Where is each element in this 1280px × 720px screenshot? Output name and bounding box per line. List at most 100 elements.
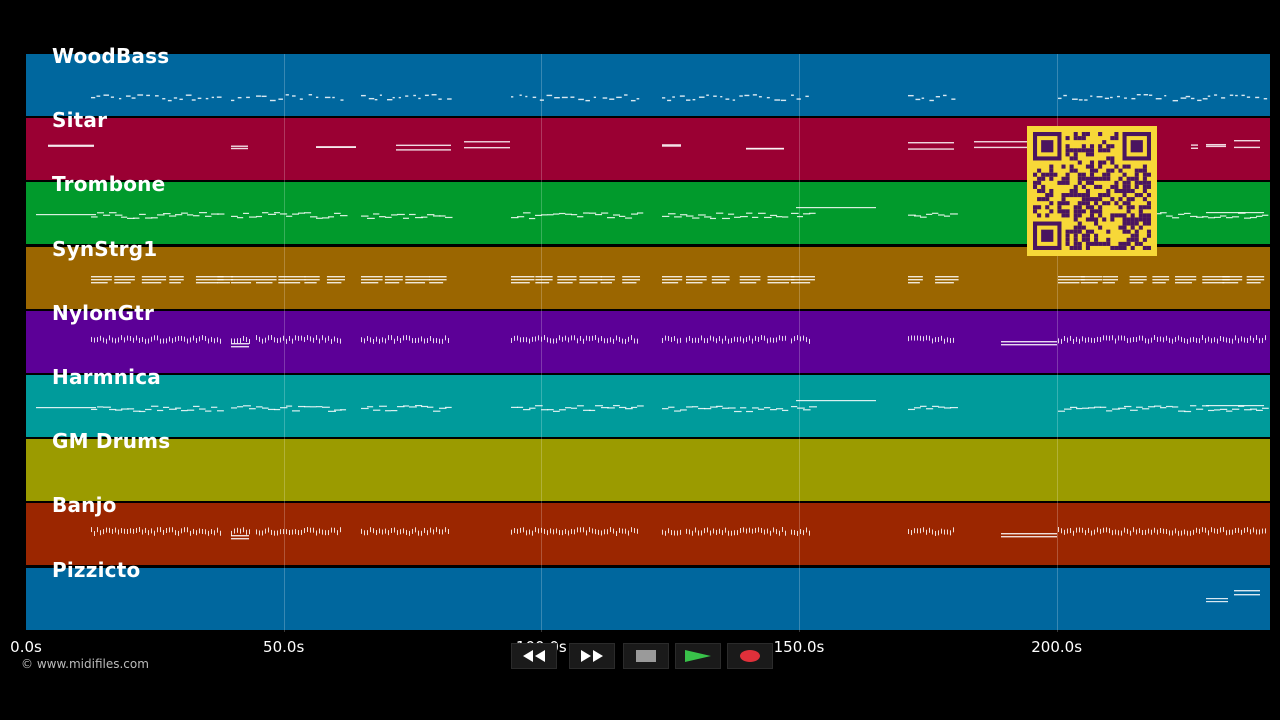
midi-note [328, 530, 329, 536]
midi-note [764, 407, 771, 409]
midi-note [289, 335, 290, 341]
midi-note [803, 213, 811, 215]
track-label: Banjo [52, 493, 117, 518]
midi-note [920, 216, 927, 219]
midi-note [237, 338, 238, 344]
midi-note [622, 278, 641, 280]
midi-note [803, 530, 804, 536]
record-button[interactable] [727, 643, 773, 669]
fast-forward-button[interactable] [569, 643, 615, 669]
midi-note [803, 409, 811, 411]
midi-note [322, 334, 323, 340]
midi-note [686, 281, 703, 283]
midi-note [797, 407, 805, 409]
midi-note [1196, 337, 1197, 343]
midi-note [151, 528, 152, 534]
midi-note [607, 529, 608, 535]
midi-note [388, 334, 389, 340]
midi-note [48, 145, 94, 148]
midi-note [231, 345, 249, 348]
midi-note [672, 96, 675, 98]
track-lane-pizzicto[interactable]: Pizzicto [26, 558, 1270, 630]
midi-note [529, 529, 530, 535]
midi-note [547, 214, 554, 216]
midi-note [91, 96, 96, 99]
midi-note [141, 275, 167, 277]
midi-note [205, 410, 212, 412]
midi-note [767, 275, 795, 277]
midi-note [313, 337, 314, 343]
midi-note [217, 213, 225, 216]
play-button[interactable] [675, 643, 721, 669]
midi-note [1157, 530, 1158, 536]
midi-note [671, 336, 672, 342]
midi-note [316, 146, 356, 149]
midi-note [178, 531, 179, 537]
midi-note [526, 336, 527, 342]
midi-note [631, 406, 638, 409]
midi-note [520, 528, 521, 534]
midi-note [169, 281, 181, 283]
midi-note [578, 98, 584, 101]
midi-note [1063, 94, 1067, 97]
midi-note [1157, 336, 1158, 342]
midi-note [304, 278, 320, 280]
midi-note [109, 335, 110, 341]
midi-note [364, 338, 365, 344]
midi-note [758, 96, 762, 98]
stop-button[interactable] [623, 643, 669, 669]
midi-note [361, 94, 366, 97]
track-notes [91, 527, 1266, 540]
midi-note [187, 527, 188, 533]
midi-note [791, 275, 815, 277]
midi-note [935, 96, 940, 98]
midi-note [794, 335, 795, 341]
midi-note [409, 214, 416, 216]
midi-note [121, 334, 122, 340]
track-lane-harmnica[interactable]: Harmnica [26, 365, 1270, 437]
track-lane-nylongtr[interactable]: NylonGtr [26, 301, 1270, 373]
midi-note [127, 218, 135, 220]
track-lane-banjo[interactable]: Banjo [26, 493, 1270, 566]
track-lane-woodbass[interactable]: WoodBass [26, 44, 1270, 116]
midi-note [187, 409, 195, 411]
midi-note [592, 528, 593, 534]
midi-note [384, 275, 403, 277]
midi-note [368, 97, 375, 100]
midi-note [231, 99, 235, 102]
midi-note [914, 407, 921, 409]
midi-note [175, 214, 183, 216]
midi-note [779, 531, 780, 537]
midi-note [91, 336, 92, 342]
track-label: Harmnica [52, 365, 161, 389]
midi-note [739, 95, 743, 97]
qr-code[interactable] [1027, 126, 1157, 256]
track-lane-synstrg1[interactable]: SynStrg1 [26, 237, 1270, 309]
midi-note [1143, 94, 1149, 96]
track-lane-gm-drums[interactable]: GM Drums [26, 429, 1270, 502]
midi-note [103, 529, 104, 535]
midi-note [550, 338, 551, 344]
midi-note [713, 336, 714, 342]
rewind-button[interactable] [511, 643, 557, 669]
midi-note [791, 213, 799, 215]
midi-note [234, 338, 235, 344]
midi-note [409, 406, 417, 408]
midi-note [240, 529, 241, 535]
midi-note [622, 275, 641, 277]
midi-note [142, 529, 143, 535]
midi-note [740, 336, 741, 342]
midi-note [127, 408, 135, 410]
midi-note [698, 407, 706, 410]
midi-note [328, 410, 336, 412]
midi-note [1076, 528, 1077, 534]
midi-note [950, 213, 958, 215]
midi-note [589, 409, 596, 412]
midi-note [278, 98, 283, 100]
midi-note [1197, 99, 1202, 102]
midi-note [1175, 278, 1197, 280]
midi-note [187, 338, 188, 344]
midi-note [920, 405, 927, 407]
midi-note [761, 528, 762, 534]
midi-note [316, 530, 317, 536]
